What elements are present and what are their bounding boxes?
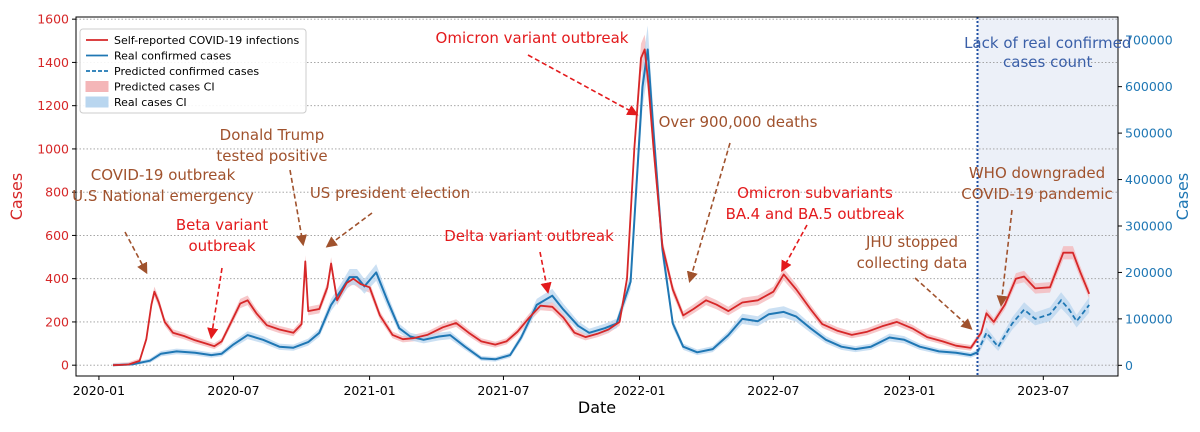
legend-label: Real confirmed cases (114, 50, 231, 63)
y-left-tick-label: 200 (45, 314, 69, 329)
annotation-arrow (325, 212, 373, 248)
x-tick-label: 2021-01 (343, 383, 395, 398)
x-tick-label: 2023-07 (1017, 383, 1069, 398)
y-right-tick-label: 500000 (1125, 126, 1173, 141)
annotation-arrow (914, 277, 973, 330)
legend-label: Real cases CI (114, 96, 187, 109)
y-left-tick-label: 0 (61, 358, 69, 373)
x-tick-label: 2022-01 (613, 383, 665, 398)
y-left-tick-label: 400 (45, 271, 69, 286)
y-right-tick-label: 700000 (1125, 33, 1173, 48)
annotation-label: COVID-19 outbreak (91, 166, 236, 184)
y-left-tick-label: 600 (45, 228, 69, 243)
legend: Self-reported COVID-19 infections Real co… (79, 28, 307, 114)
annotation-label: Over 900,000 deaths (659, 113, 818, 131)
real-cases-ci-band (113, 25, 978, 366)
real-confirmed-cases-line (112, 48, 978, 367)
annotation-label: outbreak (188, 237, 255, 255)
annotation-label: Delta variant outbreak (444, 227, 614, 245)
x-tick-label: 2022-07 (747, 383, 799, 398)
y-right-tick-label: 600000 (1125, 79, 1173, 94)
x-axis-title: Date (578, 398, 616, 417)
x-tick-label: 2021-07 (477, 383, 529, 398)
shaded-region-label: Lack of real confirmed (964, 34, 1131, 52)
y-right-tick-label: 400000 (1125, 172, 1173, 187)
annotation-arrow (527, 54, 639, 116)
legend-label: Self-reported COVID-19 infections (114, 34, 300, 47)
annotations: COVID-19 outbreak U.S National emergency B… (72, 29, 1113, 340)
y-right-axis-title: Cases (1173, 173, 1192, 221)
y-left-tick-label: 1200 (37, 98, 69, 113)
y-left-tick-label: 800 (45, 185, 69, 200)
annotation-label: Omicron variant outbreak (436, 29, 629, 47)
predicted-confirmed-cases-line (976, 298, 1090, 353)
annotation-arrow (539, 251, 552, 294)
annotation-label: collecting data (857, 254, 968, 272)
y-left-axis-title: Cases (7, 173, 26, 221)
annotation-label: WHO downgraded (969, 164, 1105, 182)
legend-box (79, 28, 307, 114)
annotation-label: Beta variant (176, 216, 268, 234)
annotation-label: tested positive (216, 147, 327, 165)
axes: 0 200 400 600 800 1000 1200 1400 1600 0 100000 2000… (7, 12, 1192, 417)
predicted-real-ci-band (977, 292, 1090, 357)
annotation-label: US president election (310, 184, 470, 202)
legend-label: Predicted confirmed cases (114, 65, 259, 78)
x-tick-label: 2020-07 (207, 383, 259, 398)
y-right-tick-label: 300000 (1125, 218, 1173, 233)
annotation-label: Omicron subvariants (737, 184, 893, 202)
annotation-arrow (686, 142, 731, 283)
annotation-label: U.S National emergency (72, 187, 254, 205)
x-tick-label: 2020-01 (73, 383, 125, 398)
annotation-arrow (124, 231, 148, 275)
y-left-tick-label: 1000 (37, 141, 69, 156)
annotation-arrow (289, 169, 307, 247)
y-right-tick-label: 100000 (1125, 311, 1173, 326)
y-left-tick-label: 1600 (37, 12, 69, 27)
y-right-tick-label: 200000 (1125, 265, 1173, 280)
legend-swatch (85, 81, 109, 92)
legend-label: Predicted cases CI (114, 81, 215, 94)
shaded-region-label: cases count (1003, 53, 1093, 71)
annotation-label: JHU stopped (865, 233, 958, 251)
self-reported-infections-line (112, 48, 1091, 367)
annotation-label: Donald Trump (220, 126, 325, 144)
legend-swatch (85, 96, 109, 108)
annotation-label: BA.4 and BA.5 outbreak (726, 205, 905, 223)
y-left-tick-label: 1400 (37, 55, 69, 70)
annotation-label: COVID-19 pandemic (961, 185, 1113, 203)
annotation-arrow (781, 224, 808, 272)
series-lines (112, 17, 1091, 376)
plot-frame (75, 16, 1119, 377)
x-tick-label: 2023-01 (883, 383, 935, 398)
y-right-tick-label: 0 (1125, 358, 1133, 373)
grid-lines (76, 18, 1118, 366)
annotation-arrow (207, 267, 223, 340)
